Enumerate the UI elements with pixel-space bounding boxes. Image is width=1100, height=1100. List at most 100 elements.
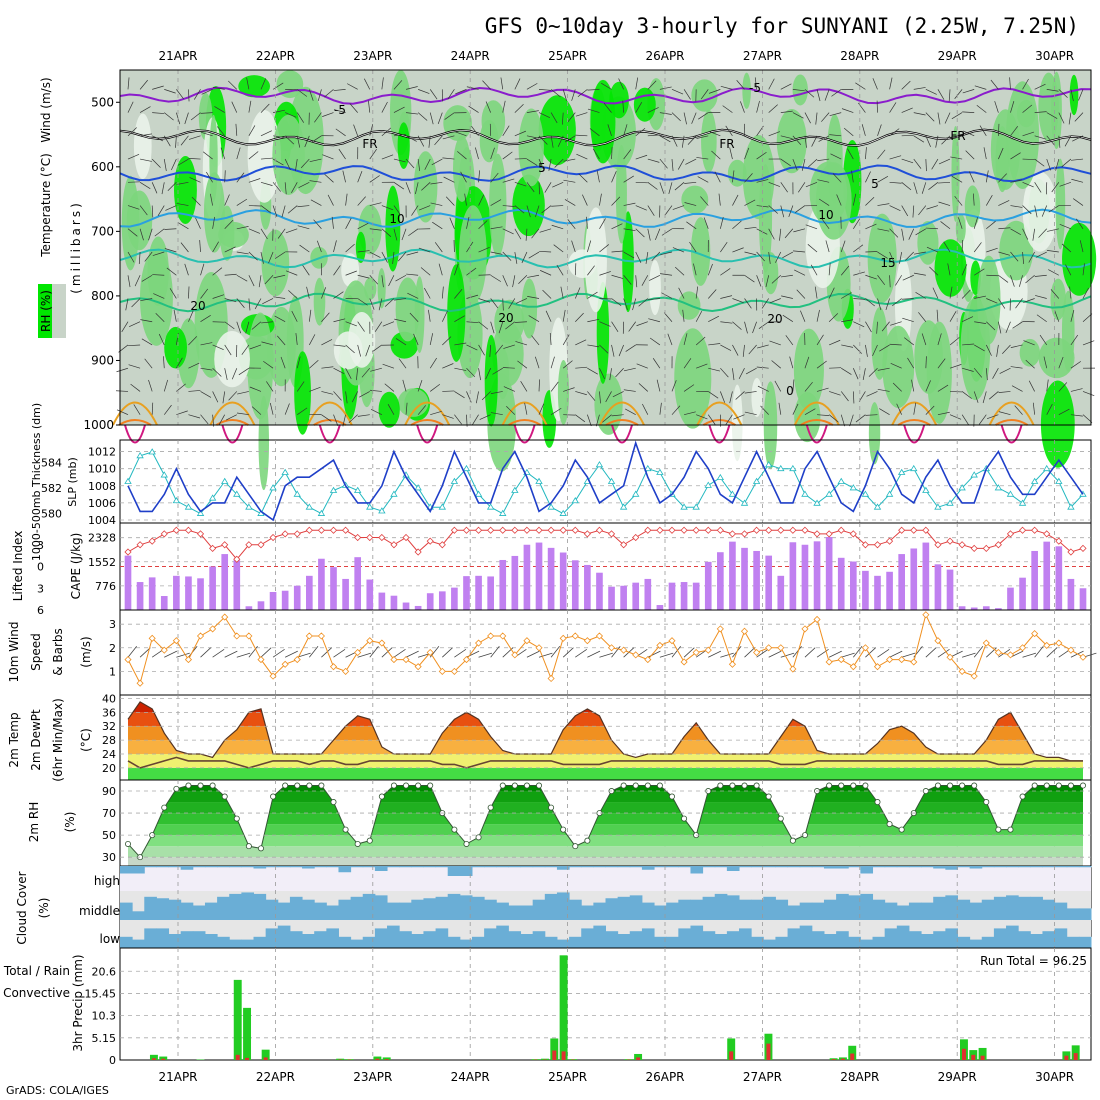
wind-barb [782, 314, 794, 323]
wind-barb [744, 411, 757, 416]
credit-label: GrADS: COLA/IGES [6, 1084, 109, 1097]
li-line-point [668, 526, 676, 534]
wind-speed-line-point [281, 660, 289, 668]
cloud-cell [350, 939, 364, 948]
wind-barb [413, 333, 419, 346]
wind-speed-line-point [366, 637, 374, 645]
wind-barb [607, 124, 612, 136]
wind-speed-line-point [958, 667, 966, 675]
cloud-cell [1006, 895, 1019, 920]
wind-barb [918, 312, 927, 322]
wind-barb [974, 295, 987, 299]
cloud-cell [1054, 928, 1068, 948]
wind-barb [671, 135, 678, 147]
wind-speed-line-point [148, 634, 156, 642]
axis-label: 1000-500mb Thickness (dm) [30, 403, 43, 561]
wind-barb [998, 147, 1004, 160]
wind-barb [273, 274, 286, 279]
wind-barb [736, 80, 745, 90]
thickness-line-point [160, 471, 168, 478]
wind-barb [200, 414, 209, 425]
wind-barb [671, 380, 677, 392]
cloud-cell [229, 866, 242, 868]
li-line-point [632, 533, 640, 542]
rh-patch [479, 119, 499, 163]
thickness-line-point [511, 486, 519, 493]
wind-barb [817, 414, 830, 416]
wind-barb [478, 220, 488, 230]
rh-patch [681, 185, 709, 214]
thickness-line-point [221, 477, 229, 484]
wind-barb [890, 363, 902, 369]
wind-barb [209, 193, 213, 206]
wind-barb [660, 251, 673, 255]
wind-barb [961, 316, 974, 323]
wind-barb [1035, 295, 1047, 299]
wind-barb [297, 225, 310, 230]
wind-barb [214, 106, 225, 113]
wind-barb [535, 205, 540, 218]
wind-speed-line-point [922, 611, 930, 619]
cape-bar [438, 591, 446, 610]
wind-barb [962, 89, 975, 94]
wind-barb [949, 337, 960, 346]
wind-barb [238, 367, 250, 376]
wind-barb [926, 246, 939, 253]
wind-barb [432, 221, 443, 230]
cloud-cell [289, 931, 303, 948]
wind-barb [489, 344, 492, 357]
wind-barb [445, 196, 455, 206]
wind-barb [212, 86, 225, 90]
wind-speed-line-point [753, 648, 761, 657]
rh-patch [443, 105, 472, 142]
wind-barb [784, 228, 794, 239]
wind-barb [260, 251, 264, 264]
wind-barb [311, 135, 322, 143]
wind-barb [817, 179, 830, 183]
wind-barb [127, 127, 137, 137]
wind-barb [1074, 112, 1084, 122]
cloud-cell [848, 866, 861, 868]
wind-speed-line-point [523, 637, 531, 645]
wind-barb [382, 321, 395, 327]
wind-barb [647, 298, 660, 301]
wind-barb [296, 381, 305, 392]
pressure-tick-label: 1000 [83, 418, 114, 432]
wind-barb [288, 290, 298, 299]
rh-line-point [318, 782, 325, 789]
wind-barb [744, 147, 750, 160]
cloud-cell [799, 902, 813, 920]
wind-speed-line-point [1079, 653, 1087, 661]
wind-barb [677, 158, 685, 170]
cape-bar [789, 542, 797, 610]
wind-barb [381, 228, 392, 237]
wind-barb [954, 195, 963, 206]
wind-barb [852, 391, 855, 404]
cloud-cell [1066, 908, 1080, 920]
wind-barb [345, 344, 355, 354]
wind-barb [756, 648, 769, 658]
thickness-line-point [716, 473, 725, 481]
wind-barb [792, 403, 799, 415]
wind-barb [521, 251, 528, 264]
wind-barb [1047, 228, 1059, 232]
wind-barb [393, 134, 406, 137]
rh-line-point [403, 782, 410, 789]
li-line-point [922, 526, 930, 534]
wind-barb [612, 391, 624, 398]
wind-barb [139, 182, 151, 189]
cloud-cell [253, 936, 267, 948]
thickness-line-point [390, 490, 398, 497]
cloud-cell [387, 925, 400, 948]
wind-barb [121, 321, 129, 333]
axis-label: (°C) [79, 728, 93, 752]
rh-patch [209, 114, 218, 202]
wind-barb [133, 404, 141, 415]
wind-barb [357, 298, 368, 306]
wind-barb [151, 205, 154, 218]
wind-barb [732, 247, 744, 253]
wind-barb [165, 205, 177, 211]
wind-barb [1034, 274, 1047, 277]
wind-barb [272, 182, 281, 192]
warm-contour [306, 401, 353, 426]
